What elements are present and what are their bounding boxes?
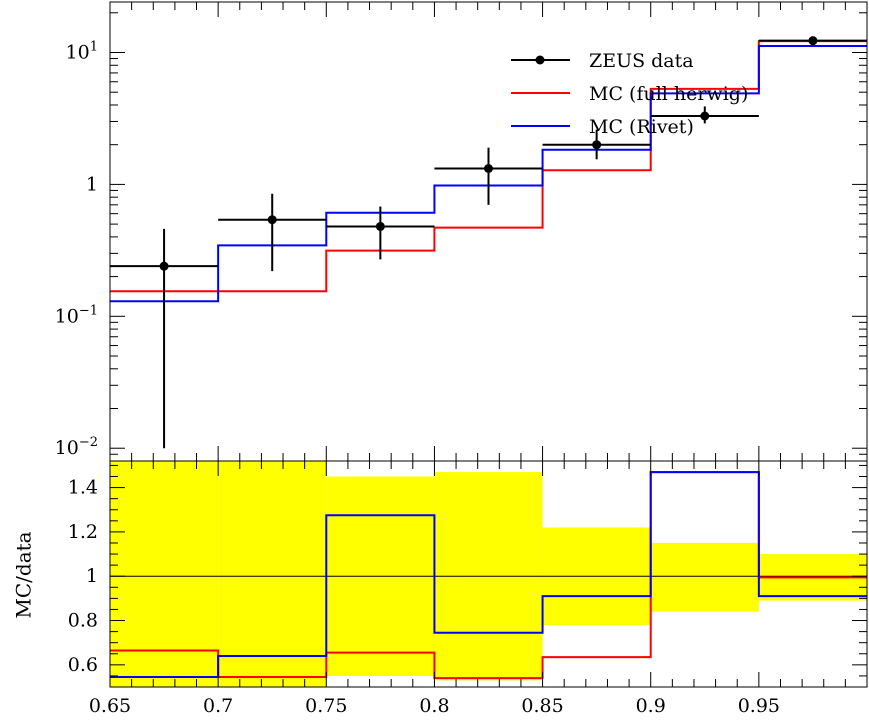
data-point: [592, 140, 602, 150]
uncertainty-band: [110, 461, 867, 687]
tick-base: 1: [86, 173, 98, 195]
band-bin: [110, 461, 219, 687]
main-y-tick-label: 1: [86, 173, 98, 195]
axes-group: [109, 1, 868, 688]
ratio-series-group: [110, 471, 867, 680]
main-y-tick-label: 10−1: [55, 303, 98, 327]
ratio-frame: [109, 460, 868, 688]
ratio-y-tick-label: 0.6: [68, 654, 98, 676]
ratio-y-tick-label: 1.4: [68, 477, 98, 499]
main-frame: [109, 1, 868, 462]
band-bin: [650, 542, 759, 612]
x-tick-label: 0.85: [521, 695, 563, 717]
legend: ZEUS data MC (full herwig) MC (Rivet): [511, 50, 748, 138]
data-point: [808, 36, 818, 46]
ratio-series-line: [110, 471, 867, 679]
data-point: [375, 221, 385, 231]
tick-base: 10: [66, 41, 90, 63]
x-tick-label: 0.75: [305, 695, 347, 717]
tick-base: 10: [55, 437, 79, 459]
legend-label: MC (Rivet): [589, 116, 694, 138]
main-y-tick-label: 101: [66, 39, 98, 63]
x-tick-label: 0.8: [419, 695, 449, 717]
x-tick-label: 0.7: [203, 695, 233, 717]
data-point: [159, 261, 169, 271]
data-point: [484, 163, 493, 173]
legend-label: MC (full herwig): [589, 83, 748, 105]
band-bin: [218, 461, 327, 687]
x-tick-label: 0.95: [738, 695, 780, 717]
data-point: [267, 215, 277, 225]
tick-exponent: 1: [90, 39, 98, 54]
tick-labels-group: 0.65 0.7 0.75 0.8 0.85 0.9 0.95 0.6 0.8 1 1.2 1.4 10…: [55, 39, 780, 717]
ratio-y-tick-label: 1: [86, 565, 98, 587]
ratio-y-axis-title: MC/data: [12, 531, 36, 618]
data-point: [700, 111, 710, 121]
tick-exponent: −2: [79, 435, 98, 450]
x-tick-label: 0.65: [89, 695, 131, 717]
legend-label: ZEUS data: [589, 50, 694, 72]
main-y-tick-label: 10−2: [55, 435, 98, 459]
tick-exponent: −1: [79, 303, 98, 318]
ratio-y-tick-label: 1.2: [68, 521, 98, 543]
legend-marker: [535, 55, 545, 65]
x-tick-label: 0.9: [636, 695, 666, 717]
ratio-y-tick-label: 0.8: [68, 610, 98, 632]
main-panel: [110, 36, 867, 449]
tick-base: 10: [55, 305, 79, 327]
data-points-group: [110, 36, 867, 449]
ratio-panel: [110, 461, 867, 687]
